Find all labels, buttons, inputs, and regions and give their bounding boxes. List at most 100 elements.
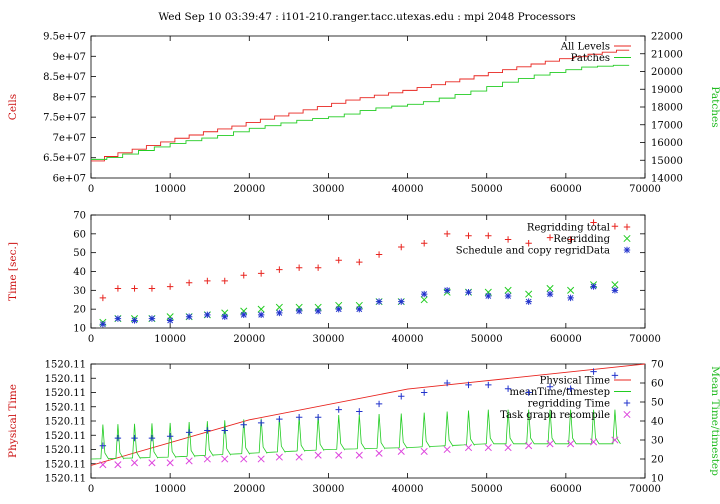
y-tick-label: 20: [73, 305, 86, 316]
data-point: [240, 421, 247, 428]
series-3: regridding Time: [99, 368, 631, 449]
series-line: [90, 409, 621, 461]
data-point: [166, 283, 174, 290]
x-tick-label: 40000: [392, 484, 424, 495]
chart-panel-1: 0 10000 20000 30000 40000 50000 60000 70000 6e+0…: [7, 32, 720, 196]
data-point: [420, 389, 428, 396]
legend-label: Regridding: [553, 234, 610, 245]
data-point: [356, 258, 363, 266]
data-point: [166, 317, 174, 324]
y2-tick-label: 17000: [651, 120, 683, 131]
data-point: [221, 455, 229, 463]
y-axis-label: Time [sec.]: [7, 242, 19, 301]
data-point: [204, 427, 211, 434]
data-point: [525, 442, 533, 450]
data-point: [356, 305, 363, 313]
x-tick-label: 30000: [313, 484, 345, 495]
data-point: [99, 442, 107, 449]
x-tick-label: 10000: [154, 184, 186, 195]
data-point: [166, 459, 174, 467]
series-2: Patches: [91, 53, 631, 160]
y-tick-label: 1520.11: [45, 388, 86, 399]
series-1: Physical Time: [90, 363, 646, 466]
series-line: [91, 49, 630, 162]
x-tick-label: 70000: [629, 334, 661, 345]
data-point: [485, 381, 492, 389]
data-point: [114, 461, 122, 469]
data-point: [99, 294, 107, 302]
data-point: [221, 313, 228, 320]
data-point: [611, 287, 619, 294]
y-axis-label: Cells: [7, 94, 19, 120]
y-tick-label: 60: [73, 229, 86, 240]
data-point: [148, 459, 156, 467]
y2-tick-label: 19000: [651, 85, 683, 96]
data-point: [504, 385, 512, 392]
y2-tick-label: 21000: [651, 49, 683, 60]
data-point: [185, 313, 193, 320]
y-tick-label: 7e+07: [53, 133, 86, 144]
data-point: [114, 285, 122, 292]
data-point: [114, 315, 122, 322]
data-point: [443, 379, 451, 387]
data-point: [546, 290, 554, 298]
x-tick-label: 60000: [550, 484, 582, 495]
data-point: [611, 372, 619, 379]
data-point: [355, 451, 363, 459]
x-tick-label: 30000: [313, 184, 345, 195]
data-point: [611, 281, 619, 289]
data-point: [295, 414, 303, 421]
data-point: [504, 292, 512, 300]
data-point: [99, 321, 107, 328]
data-point: [221, 277, 228, 285]
legend-label: Patches: [571, 53, 610, 64]
x-tick-label: 0: [88, 484, 94, 495]
data-point: [356, 408, 363, 415]
data-point: [375, 251, 383, 258]
data-point: [276, 309, 283, 317]
data-point: [546, 234, 554, 241]
data-point: [240, 455, 248, 463]
data-point: [420, 290, 428, 298]
x-tick-label: 50000: [471, 334, 503, 345]
data-point: [567, 286, 575, 294]
x-tick-label: 20000: [233, 184, 265, 195]
data-point: [398, 298, 405, 305]
y2-tick-label: 16000: [651, 138, 683, 149]
data-point: [257, 305, 265, 313]
data-point: [525, 389, 532, 396]
data-point: [546, 440, 554, 448]
data-point: [397, 447, 405, 455]
y-tick-label: 9e+07: [53, 52, 86, 63]
legend-marker: [623, 399, 631, 407]
y-tick-label: 1520.11: [45, 459, 86, 470]
data-point: [257, 270, 265, 277]
x-tick-label: 70000: [629, 184, 661, 195]
x-tick-label: 30000: [313, 334, 345, 345]
y-tick-label: 1520.11: [45, 417, 86, 428]
x-tick-label: 40000: [392, 184, 424, 195]
x-tick-label: 0: [88, 184, 94, 195]
y-tick-label: 9.5e+07: [43, 32, 86, 43]
legend-label: Schedule and copy regridData: [456, 246, 610, 257]
data-point: [567, 385, 574, 392]
data-point: [204, 277, 211, 285]
y2-tick-label: 20000: [651, 67, 683, 78]
x-tick-label: 40000: [392, 334, 424, 345]
y2-axis-label: Patches: [709, 86, 720, 127]
data-point: [465, 232, 472, 239]
data-point: [465, 381, 472, 389]
legend-marker: [623, 246, 631, 254]
series-line: [91, 64, 630, 160]
legend-marker: [623, 410, 631, 419]
data-point: [166, 433, 174, 440]
data-point: [504, 286, 512, 294]
data-point: [375, 298, 383, 305]
data-point: [275, 303, 283, 311]
data-point: [398, 243, 405, 251]
y-tick-label: 8.5e+07: [43, 72, 86, 83]
data-point: [99, 461, 107, 469]
y2-tick-label: 30: [651, 436, 664, 447]
data-point: [275, 453, 283, 461]
data-point: [185, 429, 193, 436]
